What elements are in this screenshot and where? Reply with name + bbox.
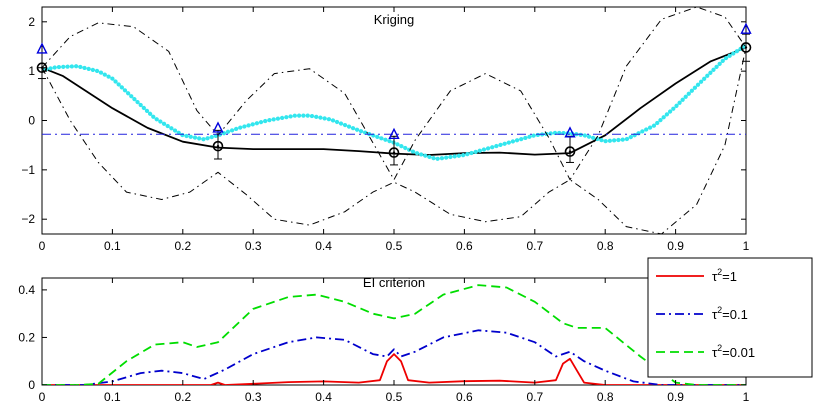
kriging-xtick-label: 0.6 xyxy=(456,239,473,253)
kriging-ytick-label: −2 xyxy=(21,212,35,226)
kriging-ytick-label: −1 xyxy=(21,163,35,177)
ei-xtick-label: 0.5 xyxy=(386,390,403,404)
observation-point xyxy=(388,147,400,158)
legend-entries: τ2=1 τ2=0.1 τ2=0.01 xyxy=(656,267,755,360)
ei-panel: EI criterion 0 0.1 0.2 0.3 0.4 0.5 0.6 0.7 0.8 0.… xyxy=(18,275,749,404)
ei-xtick-label: 0.7 xyxy=(526,390,543,404)
kriging-series-line-2 xyxy=(42,7,746,181)
ei-series-line-1 xyxy=(42,329,746,385)
kriging-axes-box xyxy=(41,6,747,235)
legend-label-0: τ2=1 xyxy=(712,267,737,284)
ei-xtick-label: 1 xyxy=(743,390,750,404)
kriging-ytick-label: 1 xyxy=(28,64,35,78)
ei-xtick-label: 0.1 xyxy=(104,390,121,404)
ei-ytick-label: 0 xyxy=(28,378,35,392)
kriging-ytick-label: 2 xyxy=(28,15,35,29)
observation-point xyxy=(36,62,48,73)
ei-xtick-label: 0.2 xyxy=(174,390,191,404)
ei-axes-box xyxy=(41,277,747,386)
ei-legend: τ2=1 τ2=0.1 τ2=0.01 xyxy=(647,257,813,378)
observation-point xyxy=(740,42,752,53)
kriging-xtick-label: 0.4 xyxy=(315,239,332,253)
triangle-marker xyxy=(36,42,48,54)
ei-xtick-label: 0.3 xyxy=(245,390,262,404)
observation-point xyxy=(212,140,224,152)
ei-series-line-0 xyxy=(42,353,746,385)
kriging-markers-group xyxy=(36,22,752,166)
kriging-xtick-label: 0.2 xyxy=(174,239,191,253)
kriging-series-line-3 xyxy=(42,47,746,234)
ei-x-ticks: 0 0.1 0.2 0.3 0.4 0.5 0.6 0.7 0.8 0.9 1 xyxy=(39,278,750,404)
ei-xtick-label: 0.4 xyxy=(315,390,332,404)
kriging-title: Kriging xyxy=(374,12,414,27)
kriging-xtick-label: 0.5 xyxy=(386,239,403,253)
kriging-series-line-1 xyxy=(42,43,746,162)
kriging-panel: Kriging 0 0.1 0.2 0.3 0.4 0.5 0.6 0.7 0.8 0.9 1 −2… xyxy=(21,6,752,253)
ei-series-line-2 xyxy=(42,284,746,385)
observation-point-center xyxy=(744,46,748,49)
ei-xtick-label: 0.9 xyxy=(667,390,684,404)
triangle-marker xyxy=(564,126,576,138)
kriging-series-group xyxy=(42,7,746,234)
legend-label-1: τ2=0.1 xyxy=(712,305,748,322)
ei-xtick-label: 0.8 xyxy=(597,390,614,404)
legend-label-2: τ2=0.01 xyxy=(712,343,755,360)
ei-y-ticks: 0 0.2 0.4 xyxy=(18,283,746,392)
kriging-ytick-label: 0 xyxy=(28,114,35,128)
kriging-xtick-label: 0.3 xyxy=(245,239,262,253)
kriging-xtick-label: 1 xyxy=(743,239,750,253)
observation-point xyxy=(564,146,576,157)
ei-xtick-label: 0 xyxy=(39,390,46,404)
kriging-xtick-label: 0.8 xyxy=(597,239,614,253)
observation-point-center xyxy=(216,144,220,148)
ei-ytick-label: 0.2 xyxy=(18,330,35,344)
triangle-marker xyxy=(388,127,400,140)
kriging-y-ticks: −2 −1 0 1 2 xyxy=(21,15,746,226)
kriging-xtick-label: 0.1 xyxy=(104,239,121,253)
kriging-xtick-label: 0 xyxy=(39,239,46,253)
triangle-marker xyxy=(740,22,752,34)
observation-point-center xyxy=(392,151,396,154)
triangle-marker xyxy=(212,121,224,133)
ei-xtick-label: 0.6 xyxy=(456,390,473,404)
kriging-series-line-0 xyxy=(42,46,746,156)
legend-box xyxy=(647,257,813,378)
observation-point-center xyxy=(568,150,572,153)
kriging-x-ticks: 0 0.1 0.2 0.3 0.4 0.5 0.6 0.7 0.8 0.9 1 xyxy=(39,7,750,253)
observation-point-center xyxy=(40,66,44,69)
kriging-xtick-label: 0.7 xyxy=(526,239,543,253)
kriging-xtick-label: 0.9 xyxy=(667,239,684,253)
ei-ytick-label: 0.4 xyxy=(18,283,35,297)
ei-series-group xyxy=(42,284,746,385)
